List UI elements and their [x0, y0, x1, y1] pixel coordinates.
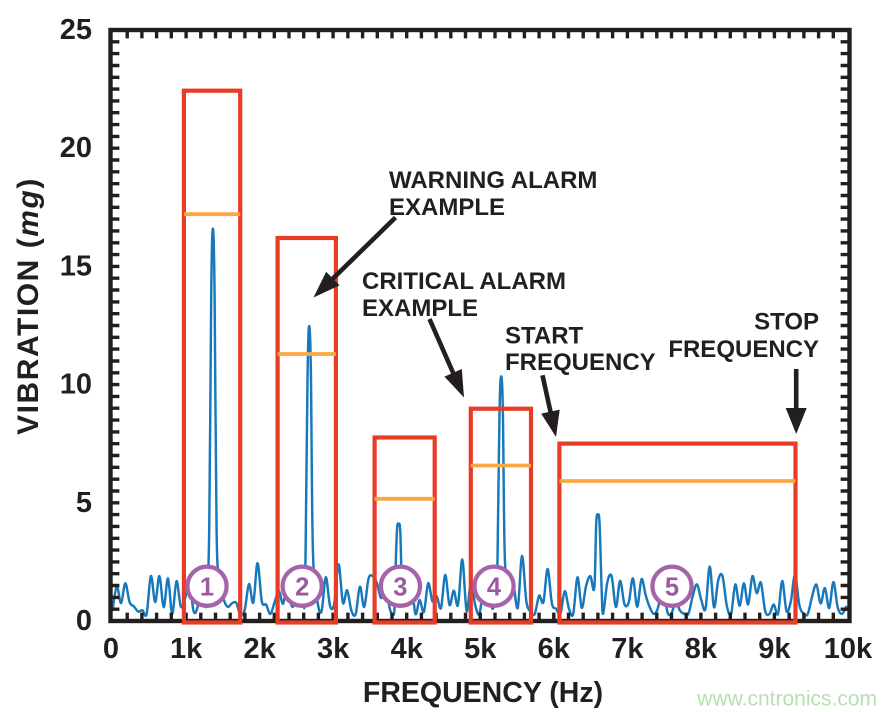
svg-text:5k: 5k [464, 633, 497, 665]
svg-text:8k: 8k [685, 633, 718, 665]
svg-text:25: 25 [60, 14, 92, 46]
svg-text:4: 4 [487, 573, 502, 601]
svg-text:EXAMPLE: EXAMPLE [389, 194, 505, 221]
svg-text:2k: 2k [243, 633, 276, 665]
svg-text:10: 10 [60, 369, 92, 401]
svg-text:2: 2 [295, 573, 309, 601]
svg-text:1: 1 [200, 573, 214, 601]
svg-text:EXAMPLE: EXAMPLE [362, 295, 478, 322]
svg-text:5: 5 [665, 573, 679, 601]
svg-text:9k: 9k [758, 633, 791, 665]
svg-text:FREQUENCY: FREQUENCY [668, 336, 819, 363]
svg-text:20: 20 [60, 132, 92, 164]
svg-text:5: 5 [76, 487, 92, 519]
svg-text:0: 0 [103, 633, 119, 665]
svg-text:3: 3 [393, 573, 407, 601]
svg-text:10k: 10k [824, 633, 873, 665]
svg-text:www.cntronics.com: www.cntronics.com [696, 688, 877, 711]
svg-text:3k: 3k [317, 633, 350, 665]
svg-text:WARNING ALARM: WARNING ALARM [389, 167, 597, 194]
svg-text:FREQUENCY (Hz): FREQUENCY (Hz) [363, 677, 603, 709]
svg-text:4k: 4k [391, 633, 424, 665]
svg-text:0: 0 [76, 605, 92, 637]
svg-text:FREQUENCY: FREQUENCY [505, 349, 656, 376]
svg-text:START: START [505, 323, 584, 350]
svg-text:15: 15 [60, 250, 92, 282]
svg-text:CRITICAL ALARM: CRITICAL ALARM [362, 268, 566, 295]
svg-text:1k: 1k [170, 633, 203, 665]
svg-text:STOP: STOP [754, 309, 819, 336]
svg-text:VIBRATION (mg): VIBRATION (mg) [12, 177, 45, 435]
svg-text:6k: 6k [538, 633, 571, 665]
svg-text:7k: 7k [611, 633, 644, 665]
